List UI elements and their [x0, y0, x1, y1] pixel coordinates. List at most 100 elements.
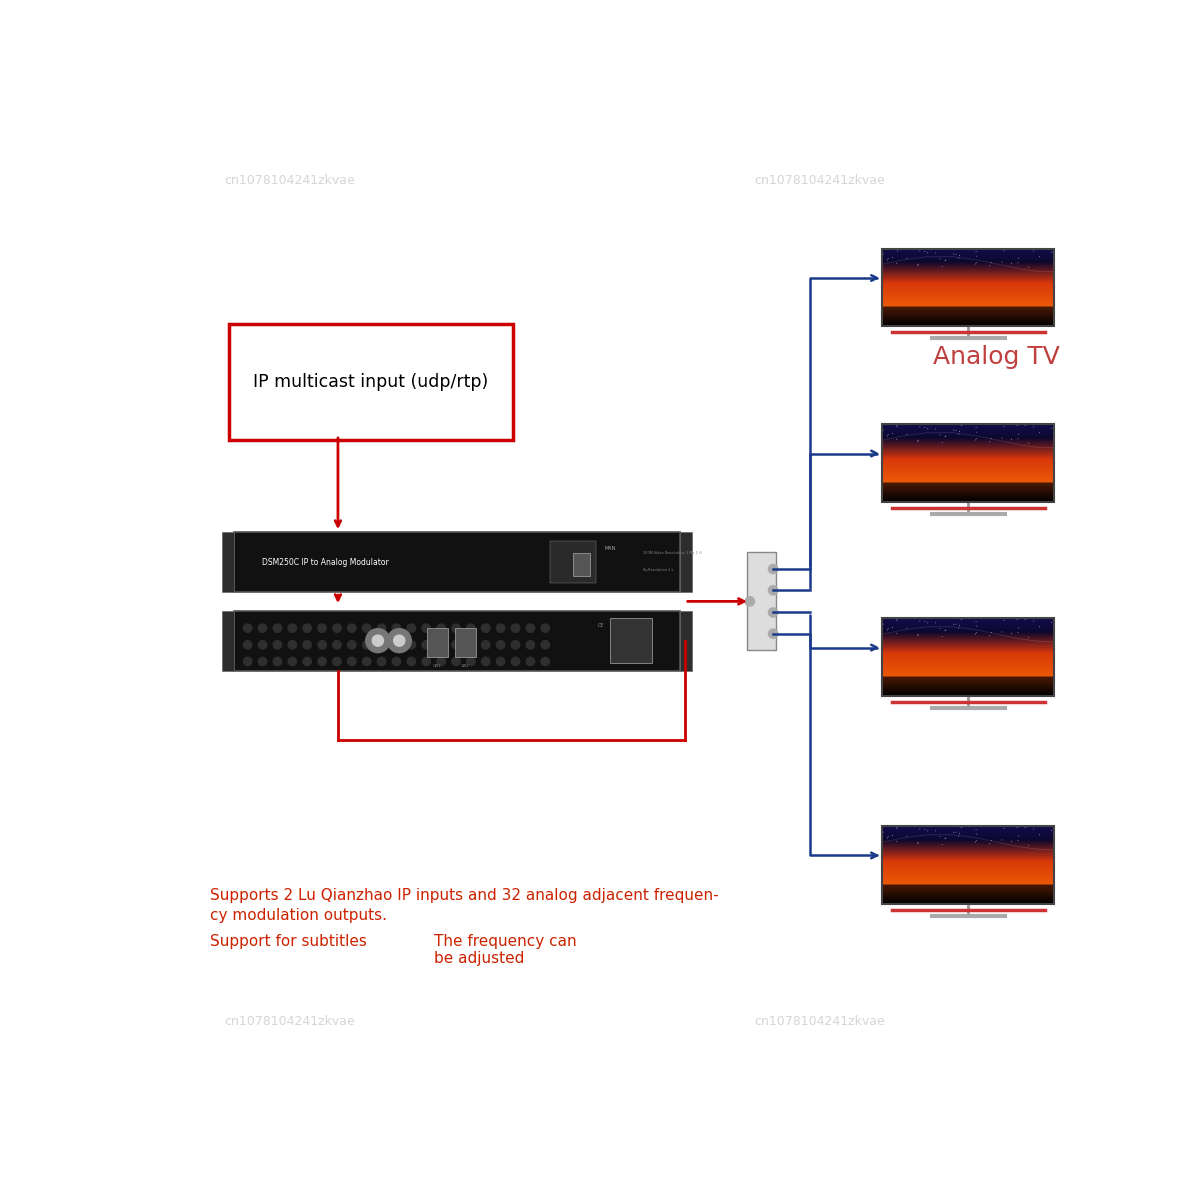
Text: DSM250C IP to Analog Modulator: DSM250C IP to Analog Modulator	[262, 558, 389, 566]
Circle shape	[467, 658, 475, 666]
Circle shape	[768, 629, 778, 638]
Circle shape	[244, 641, 252, 649]
Circle shape	[302, 658, 311, 666]
Text: GW1: GW1	[433, 664, 442, 668]
Text: cn1078104241zkvae: cn1078104241zkvae	[475, 581, 606, 594]
Circle shape	[437, 641, 445, 649]
FancyBboxPatch shape	[234, 532, 680, 592]
Circle shape	[377, 658, 385, 666]
Bar	[680, 611, 692, 671]
Circle shape	[366, 629, 390, 653]
Circle shape	[481, 641, 490, 649]
Circle shape	[511, 641, 520, 649]
Bar	[574, 553, 590, 576]
Circle shape	[318, 624, 326, 632]
Bar	[611, 618, 653, 664]
Bar	[455, 628, 475, 658]
Circle shape	[392, 641, 401, 649]
Circle shape	[348, 624, 356, 632]
Text: Support for subtitles: Support for subtitles	[210, 934, 367, 949]
Circle shape	[394, 635, 404, 646]
Circle shape	[318, 641, 326, 649]
Circle shape	[437, 624, 445, 632]
Circle shape	[244, 658, 252, 666]
Circle shape	[451, 641, 460, 649]
Circle shape	[526, 624, 534, 632]
Text: The frequency can
be adjusted: The frequency can be adjusted	[433, 934, 576, 966]
Circle shape	[377, 624, 385, 632]
Circle shape	[407, 624, 415, 632]
Circle shape	[288, 641, 296, 649]
Circle shape	[407, 641, 415, 649]
Circle shape	[497, 658, 505, 666]
Circle shape	[258, 624, 266, 632]
Circle shape	[745, 596, 755, 606]
Circle shape	[332, 658, 341, 666]
Circle shape	[348, 658, 356, 666]
Circle shape	[541, 641, 550, 649]
Circle shape	[274, 624, 282, 632]
Text: cn1078104241zkvae: cn1078104241zkvae	[224, 1015, 355, 1028]
Text: cn1078104241zkvae: cn1078104241zkvae	[224, 174, 355, 187]
Circle shape	[768, 608, 778, 617]
Bar	[427, 628, 448, 658]
Circle shape	[244, 624, 252, 632]
Text: CE: CE	[598, 623, 605, 628]
Circle shape	[332, 641, 341, 649]
Circle shape	[332, 624, 341, 632]
Circle shape	[451, 658, 460, 666]
Circle shape	[258, 641, 266, 649]
Circle shape	[372, 635, 384, 646]
Circle shape	[481, 658, 490, 666]
Text: cn1078104241zkvae: cn1078104241zkvae	[755, 1015, 886, 1028]
Circle shape	[388, 629, 412, 653]
Circle shape	[362, 641, 371, 649]
Text: MAN: MAN	[605, 546, 616, 551]
FancyBboxPatch shape	[234, 611, 680, 671]
Circle shape	[348, 641, 356, 649]
Text: Ky:Resolution 1 L: Ky:Resolution 1 L	[643, 568, 673, 571]
Circle shape	[392, 624, 401, 632]
Text: GW2: GW2	[461, 664, 469, 668]
Circle shape	[362, 624, 371, 632]
Circle shape	[422, 624, 431, 632]
Text: Supports 2 Lu Qianzhao IP inputs and 32 analog adjacent frequen-
cy modulation o: Supports 2 Lu Qianzhao IP inputs and 32 …	[210, 888, 719, 923]
Circle shape	[481, 624, 490, 632]
Circle shape	[467, 641, 475, 649]
Circle shape	[302, 624, 311, 632]
Circle shape	[541, 658, 550, 666]
Circle shape	[274, 658, 282, 666]
Text: 100M Video Resolution: 1 Mx 1 H: 100M Video Resolution: 1 Mx 1 H	[643, 551, 702, 556]
Circle shape	[288, 658, 296, 666]
Text: cn1078104241zkvae: cn1078104241zkvae	[755, 174, 886, 187]
Circle shape	[526, 641, 534, 649]
FancyBboxPatch shape	[748, 552, 776, 650]
Bar	[680, 532, 692, 592]
Bar	[222, 532, 234, 592]
Circle shape	[768, 564, 778, 574]
Circle shape	[541, 624, 550, 632]
Circle shape	[377, 641, 385, 649]
Text: Analog TV: Analog TV	[932, 344, 1060, 368]
Circle shape	[302, 641, 311, 649]
FancyBboxPatch shape	[229, 324, 512, 439]
Circle shape	[511, 624, 520, 632]
Bar	[222, 611, 234, 671]
Bar	[550, 541, 596, 583]
Circle shape	[422, 641, 431, 649]
Circle shape	[497, 624, 505, 632]
Circle shape	[258, 658, 266, 666]
Circle shape	[768, 586, 778, 595]
Text: IP multicast input (udp/rtp): IP multicast input (udp/rtp)	[253, 373, 488, 391]
Circle shape	[437, 658, 445, 666]
Circle shape	[422, 658, 431, 666]
Circle shape	[288, 624, 296, 632]
Circle shape	[467, 624, 475, 632]
Circle shape	[362, 658, 371, 666]
Circle shape	[318, 658, 326, 666]
Circle shape	[511, 658, 520, 666]
Circle shape	[407, 658, 415, 666]
Circle shape	[526, 658, 534, 666]
Circle shape	[274, 641, 282, 649]
Circle shape	[392, 658, 401, 666]
